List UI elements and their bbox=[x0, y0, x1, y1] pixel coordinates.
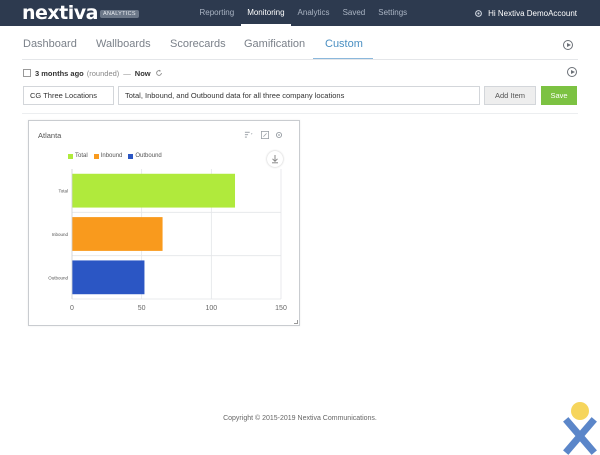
chart-type-icon[interactable] bbox=[242, 131, 255, 139]
save-button[interactable]: Save bbox=[541, 86, 577, 105]
bar-outbound bbox=[72, 260, 145, 295]
tab-gamification[interactable]: Gamification bbox=[244, 38, 306, 50]
legend-label: Inbound bbox=[100, 153, 123, 159]
bar-total bbox=[72, 173, 236, 208]
nav-analytics[interactable]: Analytics bbox=[297, 8, 330, 17]
help-widget-icon[interactable] bbox=[562, 400, 598, 455]
time-range[interactable]: 3 months ago (rounded) — Now bbox=[23, 67, 163, 79]
play-icon-secondary[interactable] bbox=[567, 67, 577, 77]
time-range-end: Now bbox=[134, 68, 151, 78]
legend-label: Total bbox=[75, 153, 88, 159]
x-tick-label: 150 bbox=[275, 305, 287, 312]
play-icon[interactable] bbox=[563, 40, 573, 50]
gear-icon bbox=[475, 9, 482, 17]
tab-custom[interactable]: Custom bbox=[325, 38, 363, 50]
dashboard-name-input[interactable] bbox=[23, 86, 114, 105]
bar-chart: 0 50 100 150 Total Inbound Outbound bbox=[48, 169, 287, 312]
resize-handle[interactable] bbox=[294, 320, 298, 324]
sub-tabs: Dashboard Wallboards Scorecards Gamifica… bbox=[0, 26, 600, 60]
legend-swatch bbox=[93, 153, 99, 159]
x-tick-label: 100 bbox=[205, 305, 217, 312]
user-menu[interactable]: Hi Nextiva DemoAccount bbox=[474, 0, 577, 26]
top-navbar: nextiva ANALYTICS Reporting Monitoring A… bbox=[0, 0, 600, 26]
chart-legend: Total Inbound Outbound bbox=[68, 153, 162, 159]
user-greeting: Hi Nextiva DemoAccount bbox=[488, 8, 577, 18]
legend-item-inbound[interactable]: Inbound bbox=[93, 153, 123, 159]
legend-swatch bbox=[128, 153, 134, 159]
x-tick-label: 0 bbox=[70, 305, 74, 312]
download-icon[interactable] bbox=[267, 151, 283, 167]
widget-title: Atlanta bbox=[38, 131, 62, 140]
chart-widget: Atlanta Total Inbound bbox=[28, 120, 300, 326]
edit-icon[interactable] bbox=[261, 131, 269, 139]
active-tab-indicator bbox=[313, 58, 373, 60]
legend-item-outbound[interactable]: Outbound bbox=[128, 153, 162, 159]
legend-swatch bbox=[68, 153, 73, 159]
nav-monitoring[interactable]: Monitoring bbox=[240, 0, 292, 26]
tab-dashboard[interactable]: Dashboard bbox=[23, 38, 77, 50]
dashboard-description-input[interactable] bbox=[118, 86, 480, 105]
tab-scorecards[interactable]: Scorecards bbox=[170, 38, 226, 50]
legend-label: Outbound bbox=[135, 153, 162, 159]
x-tick-label: 50 bbox=[138, 305, 146, 312]
analytics-badge: ANALYTICS bbox=[99, 10, 139, 18]
legend-item-total[interactable]: Total bbox=[68, 153, 88, 159]
refresh-icon[interactable] bbox=[155, 69, 163, 77]
time-range-value: 3 months ago bbox=[35, 68, 84, 78]
footer-copyright: Copyright © 2015-2019 Nextiva Communicat… bbox=[223, 415, 377, 422]
time-range-qualifier: (rounded) bbox=[86, 68, 120, 78]
logo-wordmark: nextiva bbox=[22, 2, 98, 24]
form-divider bbox=[22, 113, 578, 114]
category-label: Total bbox=[58, 189, 68, 194]
widget-tools bbox=[242, 131, 283, 139]
bar-inbound bbox=[72, 217, 163, 251]
nextiva-logo[interactable]: nextiva ANALYTICS bbox=[22, 2, 139, 24]
main-nav: Reporting Monitoring Analytics Saved Set… bbox=[193, 0, 414, 26]
nav-settings[interactable]: Settings bbox=[378, 8, 408, 17]
nav-saved[interactable]: Saved bbox=[342, 8, 366, 17]
category-label: Inbound bbox=[52, 232, 69, 237]
tabs-divider bbox=[22, 59, 578, 60]
time-range-separator: — bbox=[123, 68, 131, 78]
add-item-button[interactable]: Add Item bbox=[484, 86, 536, 105]
calendar-icon bbox=[23, 69, 31, 77]
category-label: Outbound bbox=[48, 275, 68, 280]
gear-icon[interactable] bbox=[275, 131, 283, 139]
nav-reporting[interactable]: Reporting bbox=[199, 8, 235, 17]
tab-wallboards[interactable]: Wallboards bbox=[96, 38, 151, 50]
